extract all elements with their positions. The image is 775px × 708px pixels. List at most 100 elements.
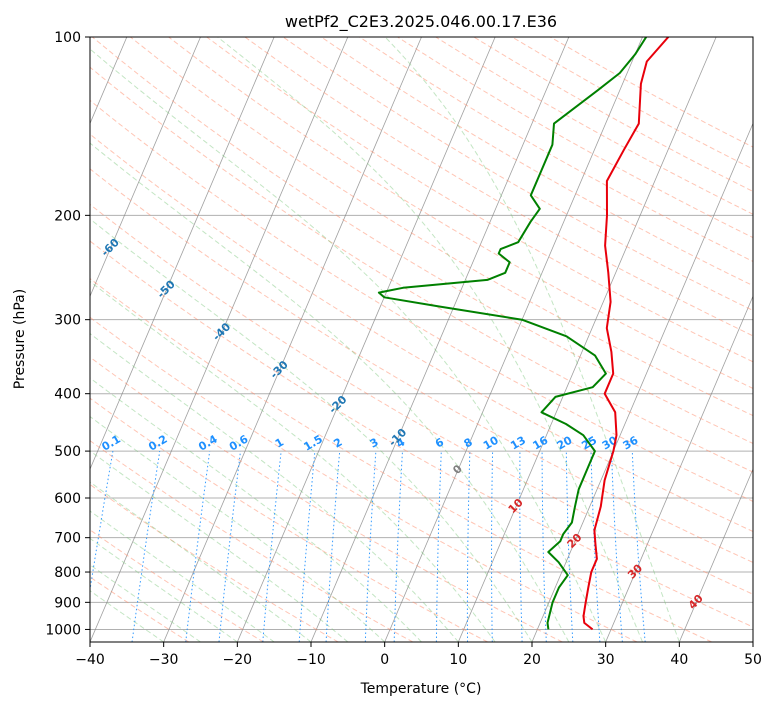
moist-adiabat-line bbox=[90, 450, 349, 642]
x-tick-label: 50 bbox=[744, 652, 762, 668]
moist-adiabat-line bbox=[90, 218, 533, 642]
mixing-ratio-label: 0.2 bbox=[146, 433, 169, 454]
x-tick-label: 0 bbox=[380, 652, 389, 668]
mixing-ratio-line bbox=[262, 451, 282, 642]
dry-adiabat-line bbox=[244, 37, 753, 337]
y-tick-label: 400 bbox=[54, 387, 81, 403]
dry-adiabat-line bbox=[90, 316, 638, 642]
sounding-profiles bbox=[377, 37, 670, 631]
dry-adiabat-line bbox=[90, 440, 414, 642]
isotherm-label: -60 bbox=[99, 236, 122, 259]
dry-adiabat-line bbox=[549, 37, 753, 148]
moist-adiabat-line bbox=[90, 590, 164, 642]
isotherm-line bbox=[457, 37, 717, 642]
moist-adiabat-line bbox=[90, 280, 496, 642]
isotherm-line bbox=[384, 37, 643, 642]
dry-adiabat-line bbox=[91, 37, 753, 445]
mixing-ratio-label: 0.6 bbox=[227, 432, 251, 453]
y-tick-label: 300 bbox=[54, 313, 81, 329]
moist-adiabat-line bbox=[384, 37, 680, 642]
x-tick-label: −10 bbox=[296, 652, 326, 668]
moist-adiabat-line bbox=[90, 481, 312, 642]
mixing-ratio-label: 6 bbox=[433, 435, 446, 450]
x-tick-label: 20 bbox=[523, 652, 541, 668]
x-axis: −40 −30 −20 −10 0 10 20 30 40 50 bbox=[75, 642, 762, 668]
mixing-ratio-label: 8 bbox=[462, 436, 475, 451]
dry-adiabat-line bbox=[90, 529, 264, 642]
isotherm-label: 40 bbox=[686, 592, 706, 612]
mixing-ratio-line bbox=[435, 451, 442, 642]
isotherm-line bbox=[163, 37, 422, 642]
isotherm-label: 20 bbox=[565, 531, 585, 551]
dry-adiabat-line bbox=[206, 37, 753, 363]
mixing-ratio-line bbox=[131, 451, 161, 642]
isotherm-label: -40 bbox=[210, 320, 233, 343]
x-tick-label: −20 bbox=[223, 652, 253, 668]
guide-labels: 0.10.20.40.611.52346810131620253036-100-… bbox=[0, 146, 706, 612]
mixing-ratio-label: 13 bbox=[508, 434, 528, 453]
x-axis-label: Temperature (°C) bbox=[360, 681, 482, 697]
moist-adiabat-line bbox=[90, 415, 386, 642]
mixing-ratio-label: 1 bbox=[273, 436, 286, 451]
mixing-ratio-label: 3 bbox=[368, 436, 381, 451]
mixing-ratio-line bbox=[631, 451, 646, 642]
dry-adiabat-line bbox=[90, 356, 563, 642]
thermo-guide-lines bbox=[90, 37, 753, 642]
mixing-ratio-line bbox=[218, 451, 241, 642]
dry-adiabat-line bbox=[90, 66, 753, 473]
moist-adiabat-line bbox=[90, 510, 275, 642]
temperature-profile-line bbox=[582, 37, 670, 631]
mixing-ratio-label: 16 bbox=[530, 433, 550, 452]
y-axis-label: Pressure (hPa) bbox=[12, 289, 28, 389]
y-tick-label: 100 bbox=[54, 30, 81, 46]
y-tick-label: 800 bbox=[54, 565, 81, 581]
moist-adiabat-line bbox=[90, 48, 607, 642]
y-tick-label: 1000 bbox=[45, 622, 81, 638]
mixing-ratio-line bbox=[185, 451, 211, 642]
moist-adiabat-line bbox=[90, 377, 422, 642]
y-tick-label: 600 bbox=[54, 491, 81, 507]
isotherm-label: -50 bbox=[155, 277, 178, 300]
isotherm-label: -80 bbox=[0, 146, 13, 169]
dewpoint-profile-line bbox=[377, 37, 648, 630]
dry-adiabat-line bbox=[90, 133, 753, 533]
dry-adiabat-line bbox=[90, 278, 712, 642]
dry-adiabat-line bbox=[90, 483, 339, 642]
y-tick-label: 500 bbox=[54, 444, 81, 460]
mixing-ratio-line bbox=[466, 451, 471, 642]
moist-adiabat-line bbox=[90, 332, 459, 642]
dry-adiabat-line bbox=[282, 37, 753, 312]
y-tick-label: 200 bbox=[54, 208, 81, 224]
y-axis: 100 200 300 400 500 600 700 800 900 1000 bbox=[45, 30, 90, 638]
mixing-ratio-line bbox=[491, 451, 494, 642]
mixing-ratio-label: 10 bbox=[481, 433, 501, 452]
isotherm-line bbox=[605, 295, 753, 642]
moist-adiabat-line bbox=[90, 142, 570, 642]
x-tick-label: 40 bbox=[670, 652, 688, 668]
x-tick-label: −40 bbox=[75, 652, 105, 668]
dry-adiabat-line bbox=[168, 37, 753, 389]
mixing-ratio-line bbox=[90, 451, 114, 593]
y-tick-label: 900 bbox=[54, 595, 81, 611]
dry-adiabat-line bbox=[90, 240, 753, 628]
moist-adiabat-line bbox=[217, 37, 643, 642]
isotherm-line bbox=[678, 468, 753, 642]
y-tick-label: 700 bbox=[54, 531, 81, 547]
plot-frame bbox=[89, 36, 754, 643]
isotherm-label: -30 bbox=[268, 358, 291, 381]
chart-title: wetPf2_C2E3.2025.046.00.17.E36 bbox=[285, 12, 557, 32]
dry-adiabat-line bbox=[511, 37, 753, 170]
dry-adiabat-line bbox=[435, 37, 753, 215]
isotherm-line bbox=[90, 37, 349, 642]
x-tick-label: 30 bbox=[597, 652, 615, 668]
isotherm-line bbox=[90, 37, 275, 471]
isotherm-line bbox=[236, 37, 496, 642]
isotherm-label: 10 bbox=[506, 496, 526, 516]
isotherm-line bbox=[531, 122, 753, 642]
dry-adiabat-line bbox=[90, 168, 753, 563]
dry-adiabat-line bbox=[359, 37, 753, 263]
dry-adiabat-line bbox=[90, 576, 190, 642]
dry-adiabat-line bbox=[90, 203, 753, 595]
isotherm-label: 30 bbox=[625, 561, 645, 581]
